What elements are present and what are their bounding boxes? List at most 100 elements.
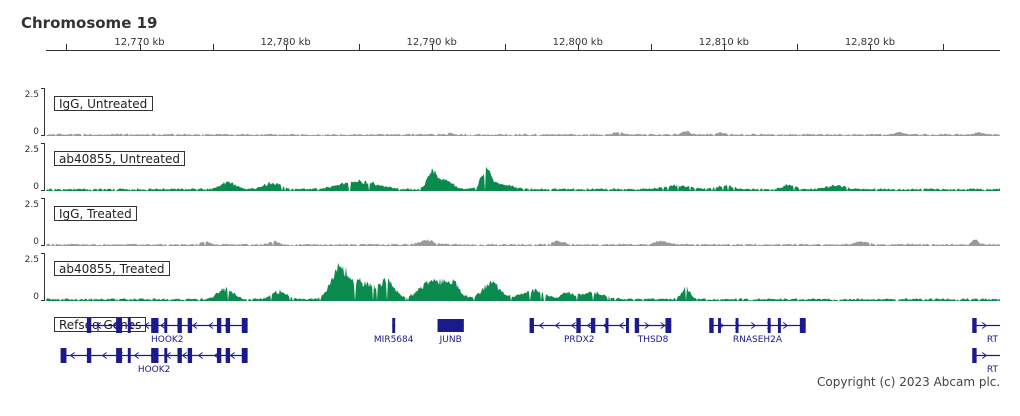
gene-exon: [241, 348, 248, 363]
ruler-tick-label: 12,810 kb: [699, 37, 749, 48]
signal-area: [46, 262, 1000, 301]
track-y-tick-label: 0: [33, 292, 39, 302]
gene-model[interactable]: PRDX2: [529, 318, 629, 345]
gene-exon: [718, 318, 721, 333]
track-y-tick-label: 2.5: [25, 90, 39, 100]
gene-name[interactable]: THSD8: [637, 335, 669, 345]
track-y-tick-label: 0: [33, 182, 39, 192]
gene-name[interactable]: HOOK2: [151, 335, 184, 345]
gene-exon: [625, 318, 629, 333]
strand-arrow: [69, 352, 75, 359]
gene-name[interactable]: MIR5684: [374, 335, 414, 345]
gene-exon: [60, 348, 67, 363]
gene-exon: [151, 348, 159, 363]
signal-track[interactable]: 2.5 0 IgG, Treated: [25, 198, 1000, 247]
gene-exon: [735, 318, 739, 333]
strand-arrow: [229, 352, 235, 359]
gene-model[interactable]: MIR5684: [374, 318, 414, 345]
strand-arrow: [208, 322, 214, 329]
gene-exon: [799, 318, 806, 333]
ruler-tick-label: 12,770 kb: [114, 37, 164, 48]
ruler-tick-label: 12,800 kb: [553, 37, 603, 48]
gene-exon: [164, 348, 168, 363]
signal-area: [46, 239, 1000, 246]
strand-arrow: [981, 322, 988, 329]
gene-model[interactable]: JUNB: [437, 319, 464, 345]
ruler-tick-label: 12,780 kb: [260, 37, 310, 48]
track-label-box: [54, 151, 185, 166]
signal-area: [46, 130, 1000, 136]
strand-arrow: [181, 352, 187, 359]
gene-exon: [767, 318, 771, 333]
track-y-tick-label: 2.5: [25, 255, 39, 265]
gene-name[interactable]: RT: [987, 365, 999, 375]
strand-arrow: [192, 322, 198, 329]
strand-arrow: [554, 322, 560, 329]
gene-exon: [634, 318, 640, 333]
strand-arrow: [160, 322, 166, 329]
gene-exon: [86, 318, 92, 333]
gene-model[interactable]: THSD8: [634, 318, 672, 345]
gene-exon: [225, 348, 231, 363]
signal-track[interactable]: 2.5 0 ab40855, Untreated: [25, 143, 1000, 192]
track-y-tick-label: 2.5: [25, 145, 39, 155]
signal-area: [46, 166, 1000, 191]
gene-exon: [972, 318, 977, 333]
gene-exon: [187, 318, 193, 333]
strand-arrow: [750, 322, 757, 329]
gene-exon: [590, 318, 596, 333]
strand-arrow: [586, 322, 592, 329]
gene-exon: [116, 318, 122, 333]
gene-exon: [709, 318, 714, 333]
gene-exon: [437, 319, 464, 332]
gene-model[interactable]: HOOK2: [60, 348, 248, 375]
ruler-tick-label: 12,820 kb: [845, 37, 895, 48]
strand-arrow: [981, 352, 988, 359]
gene-exon: [116, 348, 122, 363]
strand-arrow: [112, 322, 118, 329]
track-y-tick-label: 2.5: [25, 200, 39, 210]
gene-model[interactable]: RT: [972, 348, 1000, 375]
chromosome-title: Chromosome 19: [21, 14, 158, 32]
track-label: IgG, Untreated: [59, 97, 147, 111]
gene-name[interactable]: PRDX2: [564, 335, 595, 345]
gene-exon: [576, 318, 581, 333]
gene-exon: [86, 348, 92, 363]
gene-model[interactable]: RNASEH2A: [709, 318, 806, 345]
gene-exon: [216, 318, 222, 333]
strand-arrow: [101, 352, 107, 359]
track-label-box: [54, 96, 153, 111]
strand-arrow: [96, 322, 102, 329]
gene-exon: [665, 318, 672, 333]
strand-arrow: [644, 322, 650, 329]
gene-exon: [605, 318, 609, 333]
strand-arrow: [660, 322, 666, 329]
signal-track[interactable]: 2.5 0 IgG, Untreated: [25, 88, 1000, 137]
strand-arrow: [570, 322, 576, 329]
gene-exon: [777, 318, 781, 333]
signal-track[interactable]: 2.5 0 ab40855, Treated: [25, 253, 1000, 302]
copyright-notice: Copyright (c) 2023 Abcam plc.: [817, 375, 1001, 389]
gene-model[interactable]: HOOK2: [86, 318, 248, 345]
gene-name[interactable]: RNASEH2A: [733, 335, 783, 345]
gene-name[interactable]: HOOK2: [138, 365, 171, 375]
gene-exon: [127, 318, 131, 333]
strand-arrow: [197, 352, 203, 359]
track-label-box: [54, 206, 137, 221]
gene-exon: [529, 318, 534, 333]
strand-arrow: [618, 322, 624, 329]
gene-exon: [972, 348, 977, 363]
gene-model[interactable]: RT: [972, 318, 1000, 345]
strand-arrow: [538, 322, 544, 329]
track-label: ab40855, Untreated: [59, 152, 180, 166]
gene-exon: [151, 318, 159, 333]
strand-arrow: [144, 322, 150, 329]
gene-name[interactable]: RT: [987, 335, 999, 345]
gene-exon: [241, 318, 248, 333]
gene-exon: [216, 348, 222, 363]
track-y-tick-label: 0: [33, 237, 39, 247]
gene-name[interactable]: JUNB: [439, 335, 462, 345]
